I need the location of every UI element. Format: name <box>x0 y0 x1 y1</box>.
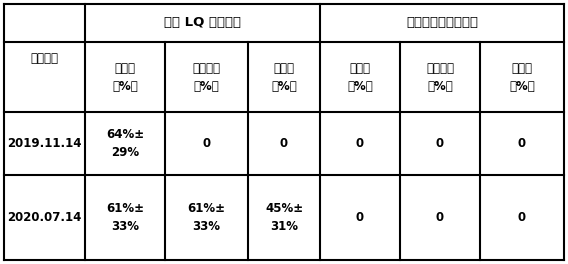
Text: 2019.11.14: 2019.11.14 <box>7 137 82 150</box>
Text: 接种 LQ 菌株处理: 接种 LQ 菌株处理 <box>164 16 241 30</box>
Text: 45%±
31%: 45%± 31% <box>265 202 303 233</box>
Text: 0: 0 <box>518 137 526 150</box>
Text: 0: 0 <box>518 211 526 224</box>
Text: 0: 0 <box>356 137 364 150</box>
Text: 空白（不接菌）对照: 空白（不接菌）对照 <box>406 16 478 30</box>
Text: 原球茎率
（%）: 原球茎率 （%） <box>426 62 454 92</box>
Text: 幼苗率
（%）: 幼苗率 （%） <box>509 62 535 92</box>
Text: 原球茎率
（%）: 原球茎率 （%） <box>193 62 220 92</box>
Text: 0: 0 <box>436 137 444 150</box>
Text: 萌发率
（%）: 萌发率 （%） <box>347 62 373 92</box>
Text: 64%±
29%: 64%± 29% <box>106 128 144 159</box>
Text: 0: 0 <box>436 211 444 224</box>
Text: 萌发率
（%）: 萌发率 （%） <box>112 62 138 92</box>
Text: 61%±
33%: 61%± 33% <box>106 202 144 233</box>
Text: 幼苗率
（%）: 幼苗率 （%） <box>271 62 297 92</box>
Text: 0: 0 <box>356 211 364 224</box>
Text: 0: 0 <box>202 137 211 150</box>
Text: 0: 0 <box>280 137 288 150</box>
Text: 统计时间: 统计时间 <box>31 51 59 64</box>
Text: 61%±
33%: 61%± 33% <box>187 202 225 233</box>
Text: 2020.07.14: 2020.07.14 <box>7 211 82 224</box>
